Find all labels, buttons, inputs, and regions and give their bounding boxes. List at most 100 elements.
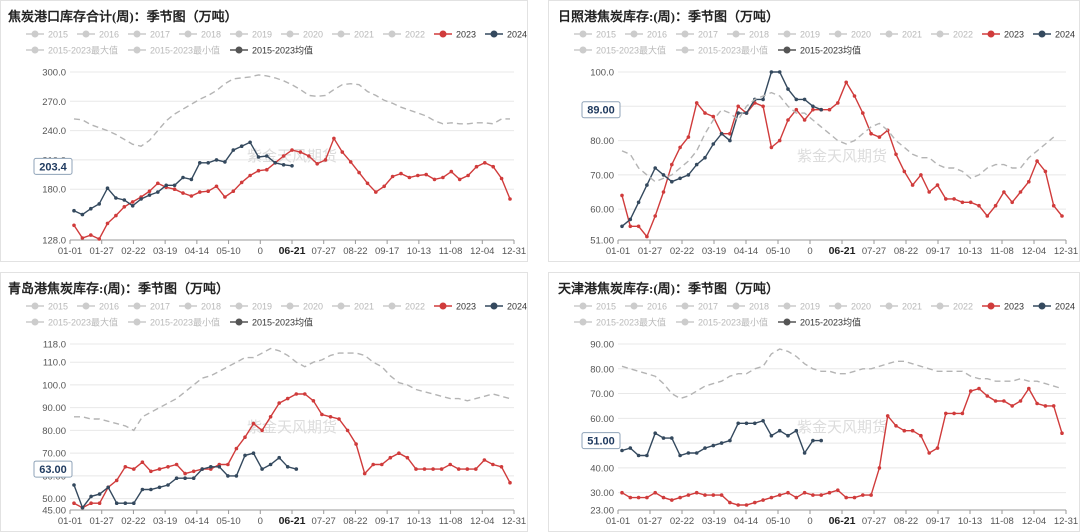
legend-item-2019[interactable]: 2019 (230, 302, 272, 312)
x-tick-label: 06-21 (829, 515, 856, 527)
x-tick-label: 05-10 (216, 246, 240, 257)
legend-item-2017[interactable]: 2017 (676, 30, 718, 40)
legend-item-2023[interactable]: 2023 (434, 302, 476, 312)
legend-item-2024[interactable]: 2024 (485, 302, 527, 312)
legend-item-2018[interactable]: 2018 (727, 30, 769, 40)
legend-item-2022[interactable]: 2022 (383, 302, 425, 312)
x-tick-label: 10-13 (407, 516, 431, 527)
data-point-2023 (894, 152, 898, 157)
data-point-2024 (239, 144, 244, 148)
legend-item-2023[interactable]: 2023 (434, 30, 476, 40)
legend-item-2019[interactable]: 2019 (778, 30, 820, 40)
data-point-2023 (491, 164, 496, 169)
legend-item-2018[interactable]: 2018 (179, 302, 221, 312)
x-tick-label: 05-10 (766, 246, 790, 257)
data-point-2024 (72, 208, 76, 213)
x-tick-label: 12-04 (470, 516, 494, 527)
legend-item-2022[interactable]: 2022 (383, 30, 425, 40)
legend-item-2015[interactable]: 2015 (26, 302, 68, 312)
x-tick-label: 03-19 (702, 516, 726, 527)
legend-item-2020[interactable]: 2020 (829, 302, 871, 312)
data-point-2023 (861, 493, 865, 497)
legend-item-2015-2023-[interactable]: 2015-2023均值 (230, 45, 313, 56)
x-tick-label: 04-14 (734, 246, 758, 257)
legend-item-2015[interactable]: 2015 (574, 302, 616, 312)
current-value-label: 63.00 (39, 464, 67, 476)
legend-item-2024[interactable]: 2024 (1033, 30, 1075, 40)
legend-label: 2015-2023最大值 (596, 45, 666, 56)
legend-item-2017[interactable]: 2017 (128, 302, 170, 312)
legend-item-2015-2023-[interactable]: 2015-2023最小值 (128, 45, 220, 56)
legend-item-2024[interactable]: 2024 (1033, 302, 1075, 312)
data-point-2024 (156, 190, 160, 194)
legend-item-2016[interactable]: 2016 (77, 30, 119, 40)
data-point-2023 (482, 458, 487, 462)
legend-item-2024[interactable]: 2024 (485, 30, 527, 40)
legend-item-2015-2023-[interactable]: 2015-2023最大值 (26, 317, 118, 328)
legend-item-2019[interactable]: 2019 (230, 30, 272, 40)
legend-item-2021[interactable]: 2021 (880, 302, 922, 312)
data-point-2023 (397, 451, 401, 455)
legend-item-2015-2023-[interactable]: 2015-2023最小值 (128, 317, 220, 328)
legend-item-2015-2023-[interactable]: 2015-2023最大值 (26, 45, 118, 56)
x-tick-label: 01-01 (58, 516, 82, 527)
legend-label: 2017 (150, 302, 170, 312)
data-point-2024 (243, 453, 247, 458)
data-point-2023 (802, 118, 807, 122)
x-tick-label: 06-21 (279, 245, 306, 257)
legend-item-2019[interactable]: 2019 (778, 302, 820, 312)
legend-item-2018[interactable]: 2018 (179, 30, 221, 40)
legend-item-2015[interactable]: 2015 (26, 30, 68, 40)
legend-item-2020[interactable]: 2020 (829, 30, 871, 40)
legend-item-2021[interactable]: 2021 (880, 30, 922, 40)
legend-item-2017[interactable]: 2017 (128, 30, 170, 40)
data-point-2023 (298, 150, 303, 154)
legend-item-2023[interactable]: 2023 (982, 30, 1024, 40)
data-point-2023 (431, 467, 435, 471)
legend-item-2015-2023-[interactable]: 2015-2023均值 (230, 317, 313, 328)
legend-item-2021[interactable]: 2021 (332, 302, 374, 312)
data-point-2023 (819, 493, 823, 497)
legend-item-2022[interactable]: 2022 (931, 30, 973, 40)
legend-item-2016[interactable]: 2016 (77, 302, 119, 312)
y-tick-label: 70.00 (590, 389, 614, 400)
data-point-2023 (432, 177, 437, 182)
series-line-2023 (73, 393, 511, 509)
data-point-2023 (123, 465, 128, 469)
legend-item-2018[interactable]: 2018 (727, 302, 769, 312)
legend-item-2017[interactable]: 2017 (676, 302, 718, 312)
data-point-2024 (123, 501, 128, 505)
legend-swatch-marker (987, 302, 995, 310)
legend-swatch-marker (579, 318, 587, 326)
data-point-2023 (362, 471, 367, 476)
current-value-marker: 203.4 (33, 157, 73, 175)
legend-item-2020[interactable]: 2020 (281, 30, 323, 40)
legend-item-2016[interactable]: 2016 (625, 30, 667, 40)
legend-item-2015-2023-[interactable]: 2015-2023最小值 (676, 45, 768, 56)
legend-item-2023[interactable]: 2023 (982, 302, 1024, 312)
legend-item-2015-2023-[interactable]: 2015-2023均值 (778, 317, 861, 328)
legend-item-2021[interactable]: 2021 (332, 30, 374, 40)
legend-item-2015-2023-[interactable]: 2015-2023最大值 (574, 317, 666, 328)
legend-item-2015-2023-[interactable]: 2015-2023最小值 (676, 317, 768, 328)
data-point-2023 (256, 168, 261, 173)
data-point-2023 (670, 162, 674, 167)
data-point-2023 (769, 145, 774, 150)
data-point-2023 (960, 200, 965, 205)
legend-item-2022[interactable]: 2022 (931, 302, 973, 312)
legend-item-2015-2023-[interactable]: 2015-2023均值 (778, 45, 861, 56)
data-point-2023 (694, 101, 699, 105)
data-point-2023 (960, 411, 965, 416)
legend-item-2020[interactable]: 2020 (281, 302, 323, 312)
legend-label: 2021 (354, 302, 374, 312)
x-tick-label: 01-01 (606, 516, 630, 527)
chart-rizhao: 2015 2016 2017 2018 2019 2020 2021 2022 2023 2024… (574, 30, 1078, 257)
data-point-2023 (248, 173, 252, 178)
data-point-2023 (719, 493, 724, 497)
data-point-2024 (719, 131, 724, 136)
data-point-2023 (390, 174, 395, 179)
data-point-2024 (149, 487, 153, 492)
legend-item-2015[interactable]: 2015 (574, 30, 616, 40)
legend-item-2015-2023-[interactable]: 2015-2023最大值 (574, 45, 666, 56)
legend-item-2016[interactable]: 2016 (625, 302, 667, 312)
